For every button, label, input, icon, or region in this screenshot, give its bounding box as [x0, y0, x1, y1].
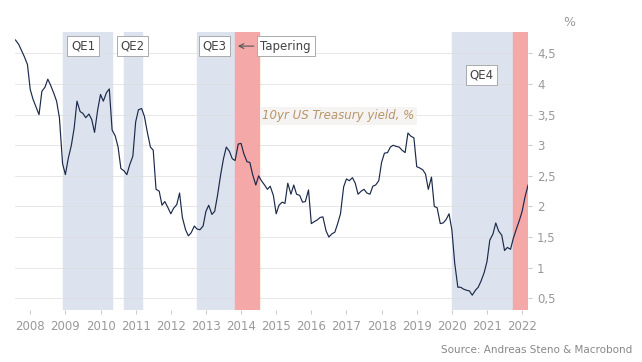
Bar [452, 32, 525, 311]
Text: QE2: QE2 [120, 39, 144, 52]
Text: QE4: QE4 [470, 68, 494, 81]
Text: Tapering: Tapering [239, 39, 311, 52]
Y-axis label: %: % [564, 16, 576, 29]
Text: Source: Andreas Steno & Macrobond: Source: Andreas Steno & Macrobond [441, 345, 632, 355]
Bar [197, 32, 241, 311]
Bar [124, 32, 142, 311]
Text: 10yr US Treasury yield, %: 10yr US Treasury yield, % [262, 109, 414, 122]
Bar [514, 32, 528, 311]
Bar [235, 32, 259, 311]
Bar [62, 32, 112, 311]
Text: QE3: QE3 [203, 39, 227, 52]
Text: QE1: QE1 [71, 39, 95, 52]
